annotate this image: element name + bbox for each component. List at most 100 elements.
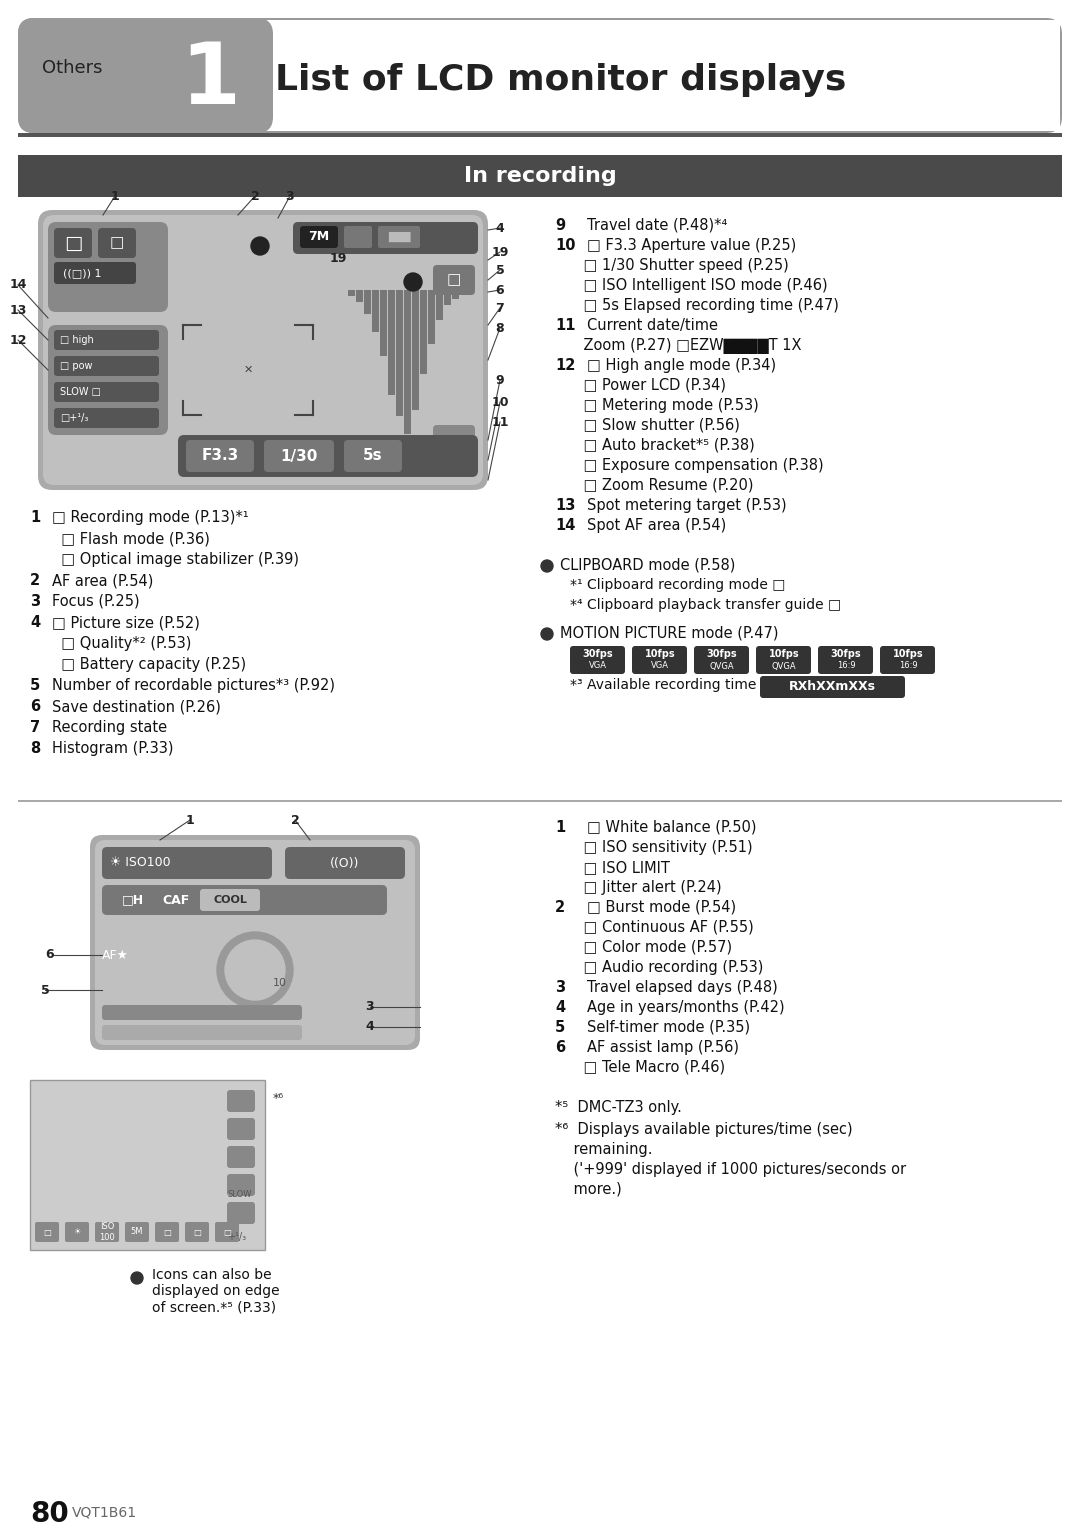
FancyBboxPatch shape <box>215 1222 239 1242</box>
Text: 10: 10 <box>555 238 576 253</box>
Text: □ Flash mode (P.36): □ Flash mode (P.36) <box>52 531 210 546</box>
Text: VQT1B61: VQT1B61 <box>72 1504 137 1520</box>
Text: 3: 3 <box>555 979 565 995</box>
Text: 80: 80 <box>30 1500 69 1527</box>
Text: 1: 1 <box>180 38 240 121</box>
Text: 1: 1 <box>555 820 565 835</box>
Text: 2: 2 <box>555 900 565 915</box>
Text: 6: 6 <box>555 1041 565 1055</box>
FancyBboxPatch shape <box>98 229 136 258</box>
FancyBboxPatch shape <box>818 646 873 674</box>
Text: 4: 4 <box>496 221 504 235</box>
Text: QVGA: QVGA <box>710 662 734 671</box>
Text: CAF: CAF <box>162 893 189 907</box>
Text: 4: 4 <box>555 999 565 1015</box>
Text: *¹ Clipboard recording mode □: *¹ Clipboard recording mode □ <box>570 579 785 593</box>
Text: CLIPBOARD mode (P.58): CLIPBOARD mode (P.58) <box>561 559 735 573</box>
Text: AF area (P.54): AF area (P.54) <box>52 573 153 588</box>
Text: 4: 4 <box>30 616 40 629</box>
Text: 13: 13 <box>555 497 576 513</box>
Text: ☀: ☀ <box>73 1228 81 1237</box>
Text: □ pow: □ pow <box>60 361 93 371</box>
Text: 7: 7 <box>30 720 40 735</box>
FancyBboxPatch shape <box>345 226 372 249</box>
Text: □ Metering mode (P.53): □ Metering mode (P.53) <box>565 398 759 413</box>
Text: Travel date (P.48)*⁴: Travel date (P.48)*⁴ <box>588 218 727 233</box>
FancyBboxPatch shape <box>378 226 420 249</box>
Text: List of LCD monitor displays: List of LCD monitor displays <box>275 63 847 97</box>
FancyBboxPatch shape <box>227 1174 255 1196</box>
Text: VGA: VGA <box>589 662 607 671</box>
Text: 9: 9 <box>496 373 504 387</box>
FancyBboxPatch shape <box>102 1005 302 1019</box>
Text: 30fps: 30fps <box>583 649 613 659</box>
Text: 16:9: 16:9 <box>899 662 917 671</box>
FancyBboxPatch shape <box>48 223 168 312</box>
Text: *⁵  DMC-TZ3 only.: *⁵ DMC-TZ3 only. <box>555 1101 681 1114</box>
Text: 3: 3 <box>366 1001 375 1013</box>
Text: 14: 14 <box>555 517 576 533</box>
Bar <box>372 290 379 332</box>
Text: □ Slow shutter (P.56): □ Slow shutter (P.56) <box>565 418 740 433</box>
Text: □ Color mode (P.57): □ Color mode (P.57) <box>565 939 732 955</box>
Text: MOTION PICTURE mode (P.47): MOTION PICTURE mode (P.47) <box>561 626 779 642</box>
Text: ███: ███ <box>388 232 410 243</box>
FancyBboxPatch shape <box>345 441 402 471</box>
Text: □H: □H <box>122 893 144 907</box>
Text: 19: 19 <box>491 246 509 258</box>
Text: □ 5s Elapsed recording time (P.47): □ 5s Elapsed recording time (P.47) <box>565 298 839 313</box>
Bar <box>18 155 1062 196</box>
FancyBboxPatch shape <box>95 840 415 1045</box>
Circle shape <box>404 273 422 292</box>
FancyBboxPatch shape <box>264 441 334 471</box>
Text: □ F3.3 Aperture value (P.25): □ F3.3 Aperture value (P.25) <box>588 238 796 253</box>
Text: ('+999' displayed if 1000 pictures/seconds or: ('+999' displayed if 1000 pictures/secon… <box>555 1162 906 1177</box>
FancyBboxPatch shape <box>54 356 159 376</box>
Circle shape <box>251 236 269 255</box>
FancyBboxPatch shape <box>102 847 272 880</box>
FancyBboxPatch shape <box>156 1222 179 1242</box>
Bar <box>420 290 427 375</box>
FancyBboxPatch shape <box>433 425 475 465</box>
Text: □ Burst mode (P.54): □ Burst mode (P.54) <box>588 900 737 915</box>
Text: Spot AF area (P.54): Spot AF area (P.54) <box>588 517 726 533</box>
Text: □ 1/30 Shutter speed (P.25): □ 1/30 Shutter speed (P.25) <box>565 258 788 273</box>
Text: 12: 12 <box>555 358 576 373</box>
Text: □ Audio recording (P.53): □ Audio recording (P.53) <box>565 959 764 975</box>
Circle shape <box>217 932 293 1008</box>
Text: SLOW □: SLOW □ <box>60 387 100 398</box>
Text: 13: 13 <box>10 304 27 316</box>
FancyBboxPatch shape <box>43 215 483 485</box>
Text: SLOW: SLOW <box>227 1190 252 1199</box>
Bar <box>453 290 459 299</box>
Text: ((O)): ((O)) <box>330 857 360 869</box>
Text: ✕: ✕ <box>243 365 253 375</box>
FancyBboxPatch shape <box>880 646 935 674</box>
FancyBboxPatch shape <box>178 434 478 477</box>
Text: ((□)) 1: ((□)) 1 <box>63 269 102 278</box>
Text: more.): more.) <box>555 1182 622 1197</box>
Text: □: □ <box>163 1228 171 1237</box>
Bar <box>30 1081 265 1249</box>
Text: □: □ <box>43 1228 51 1237</box>
Text: □ Quality*² (P.53): □ Quality*² (P.53) <box>52 635 191 651</box>
Text: 10fps: 10fps <box>769 649 799 659</box>
Text: 5: 5 <box>555 1019 565 1035</box>
FancyBboxPatch shape <box>293 223 478 253</box>
Text: 1: 1 <box>186 814 194 826</box>
Text: 2: 2 <box>251 189 259 203</box>
FancyBboxPatch shape <box>760 675 905 698</box>
FancyBboxPatch shape <box>227 1202 255 1223</box>
Text: 9: 9 <box>555 218 565 233</box>
FancyBboxPatch shape <box>200 889 260 910</box>
Text: 2: 2 <box>30 573 40 588</box>
Bar <box>260 20 1059 130</box>
Circle shape <box>541 560 553 573</box>
Text: 1: 1 <box>110 189 120 203</box>
Text: 30fps: 30fps <box>831 649 862 659</box>
Text: □ Jitter alert (P.24): □ Jitter alert (P.24) <box>565 880 721 895</box>
Bar <box>428 290 435 344</box>
Text: □: □ <box>447 273 461 287</box>
Circle shape <box>541 628 553 640</box>
Text: □ Continuous AF (P.55): □ Continuous AF (P.55) <box>565 919 754 935</box>
